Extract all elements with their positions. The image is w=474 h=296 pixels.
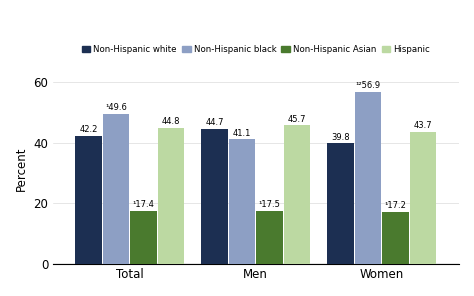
Bar (284, 126, 310, 264)
Bar (201, 128, 228, 264)
Bar (130, 211, 157, 264)
Legend: Non-Hispanic white, Non-Hispanic black, Non-Hispanic Asian, Hispanic: Non-Hispanic white, Non-Hispanic black, … (82, 45, 430, 54)
Text: 44.7: 44.7 (205, 118, 224, 127)
Text: 41.1: 41.1 (233, 128, 251, 138)
Bar (383, 212, 409, 264)
Bar (256, 211, 283, 264)
Text: 39.8: 39.8 (331, 133, 350, 141)
Text: 42.2: 42.2 (80, 125, 98, 134)
Bar (355, 91, 381, 264)
Bar (103, 114, 129, 264)
Text: ¹17.4: ¹17.4 (133, 200, 155, 209)
Text: 43.7: 43.7 (414, 121, 432, 130)
Text: 45.7: 45.7 (288, 115, 306, 124)
Bar (328, 143, 354, 264)
Bar (410, 131, 436, 264)
Y-axis label: Percent: Percent (15, 146, 28, 191)
Text: ¹²56.9: ¹²56.9 (356, 81, 381, 90)
Text: ¹17.2: ¹17.2 (384, 201, 406, 210)
Bar (75, 136, 102, 264)
Text: ¹49.6: ¹49.6 (105, 103, 127, 112)
Text: ¹17.5: ¹17.5 (259, 200, 281, 209)
Text: 44.8: 44.8 (162, 118, 180, 126)
Bar (229, 139, 255, 264)
Bar (158, 128, 184, 264)
